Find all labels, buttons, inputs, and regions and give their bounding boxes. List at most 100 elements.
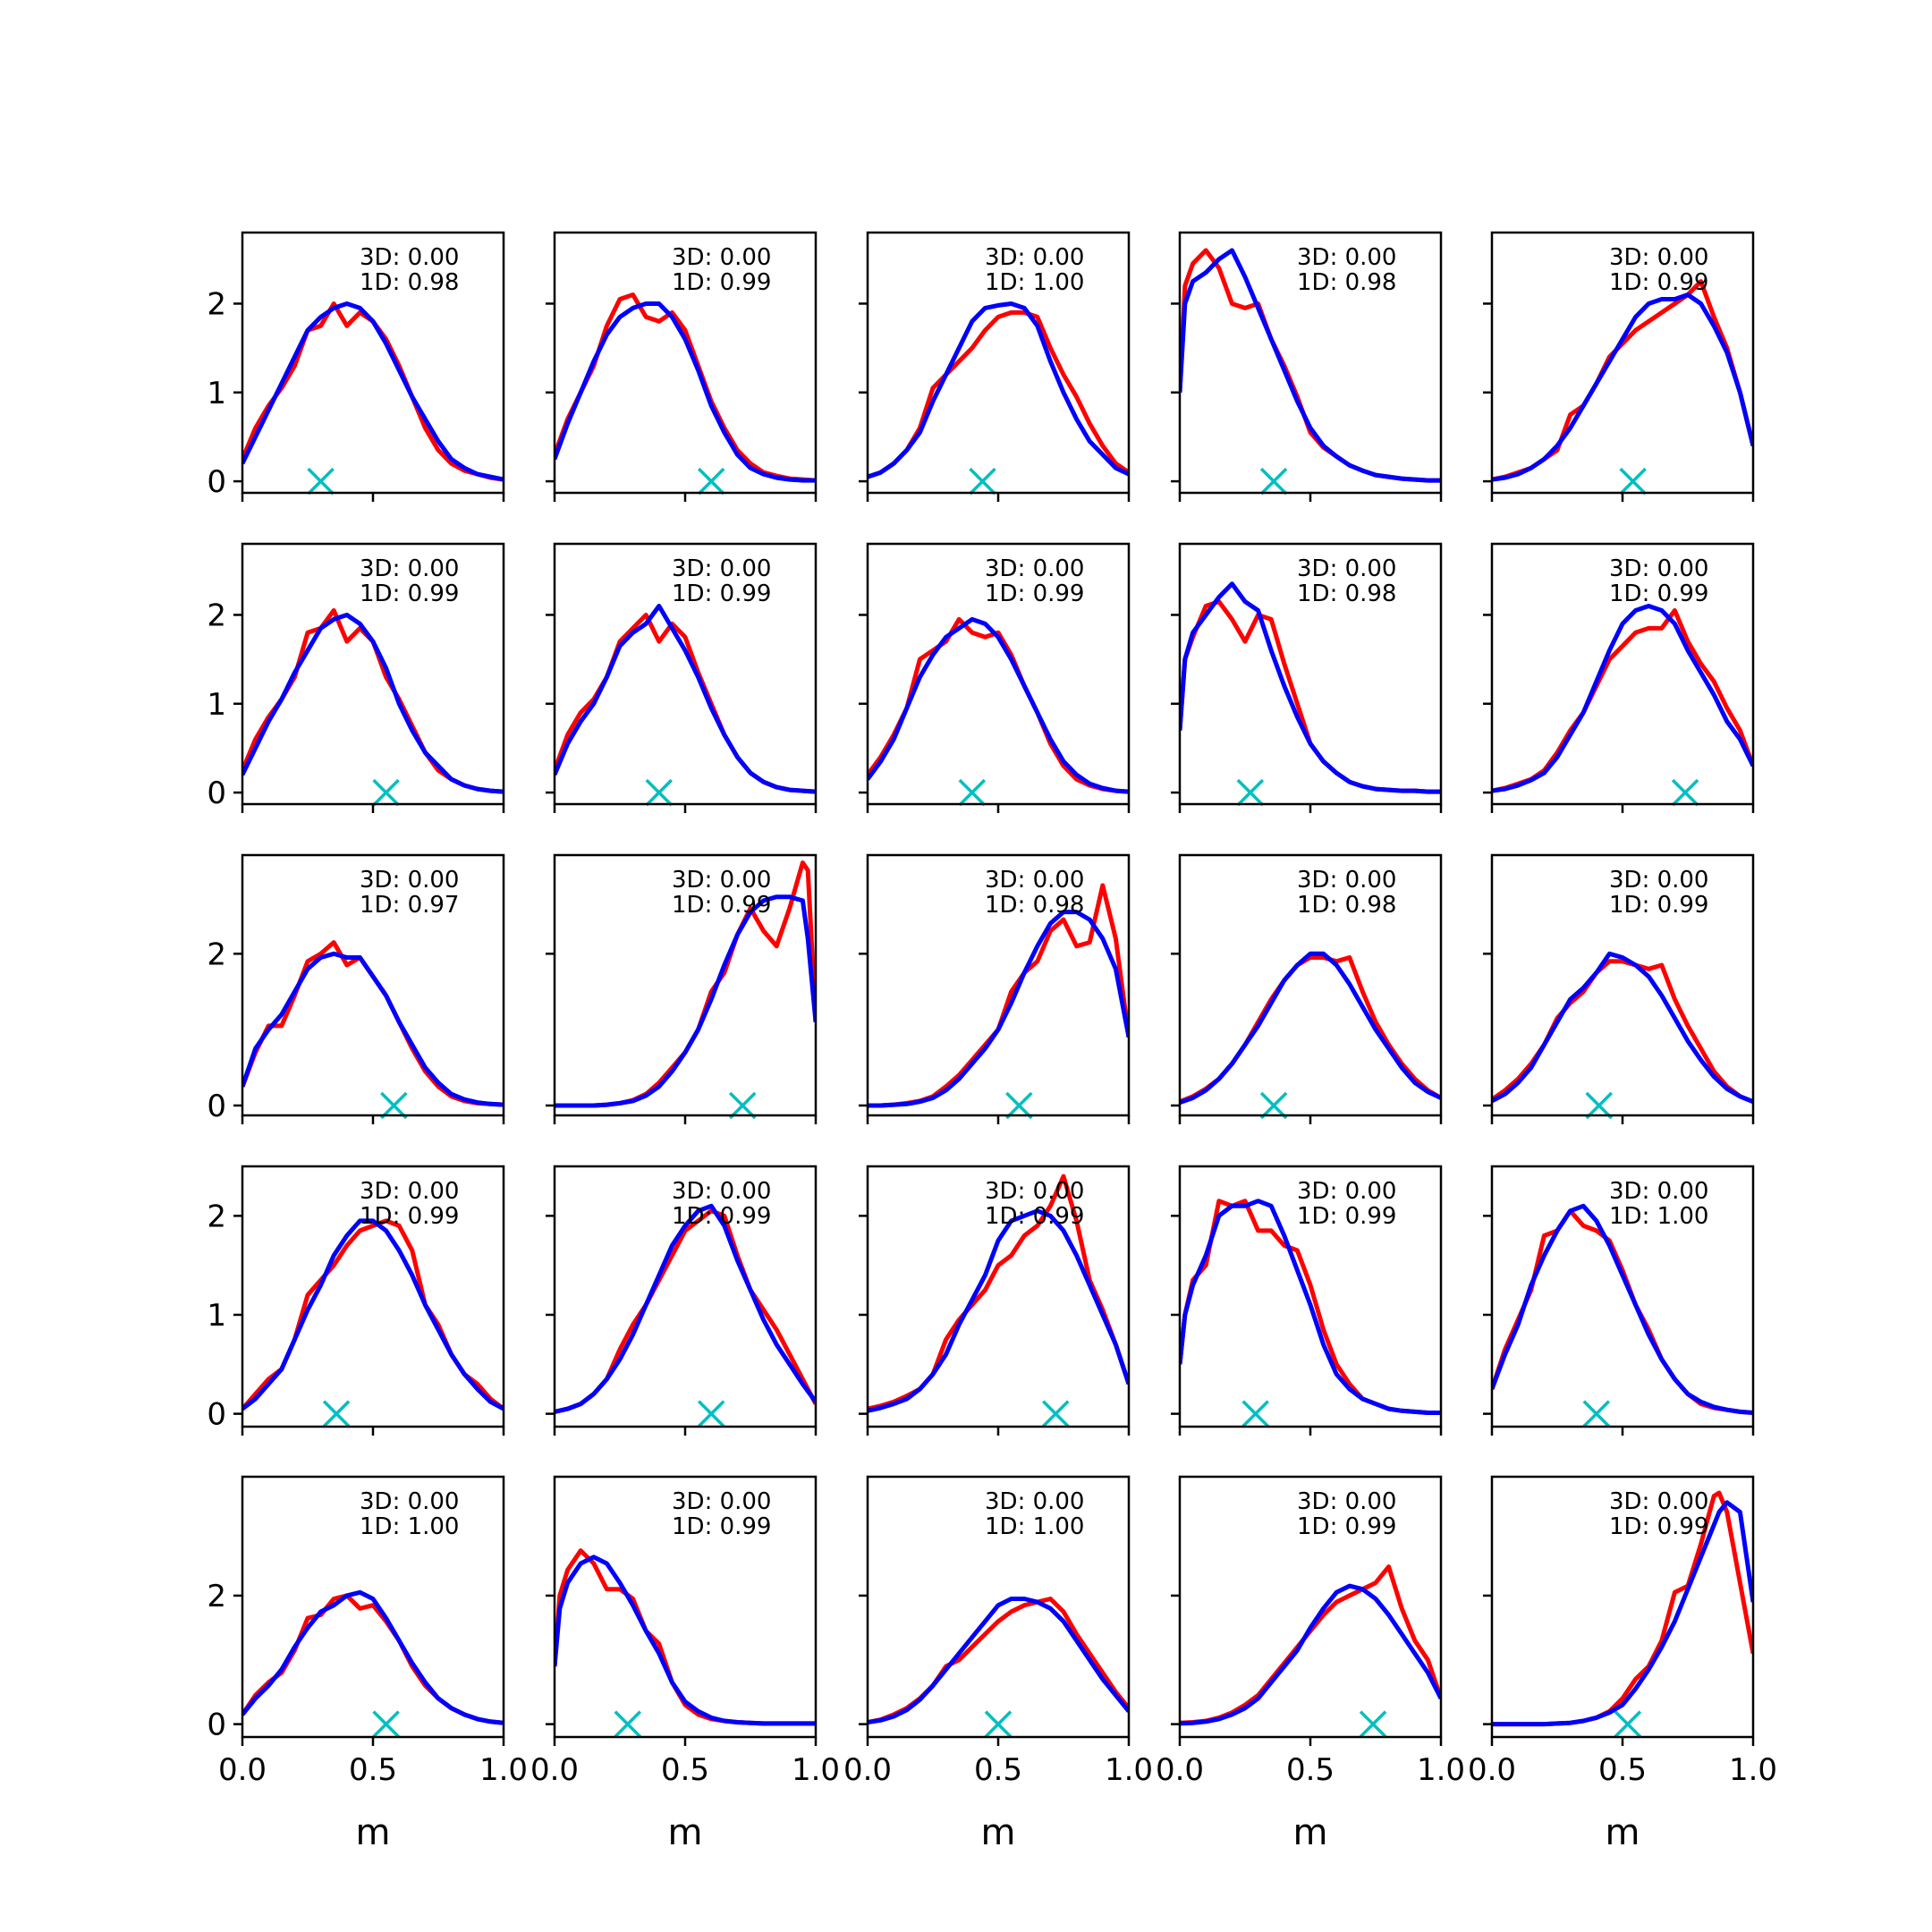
y-tick-label: 0 [207,464,226,500]
blue-series-line [242,613,504,794]
blue-series-line [1180,248,1441,483]
cross-marker-stroke [958,778,987,807]
score-annotation: 3D: 0.00 [360,1488,459,1515]
score-annotation: 3D: 0.00 [360,555,459,582]
x-axis-label: m [1606,1812,1640,1853]
score-annotation: 3D: 0.00 [1297,244,1396,271]
cross-marker-stroke [1042,1400,1070,1428]
cross-marker-stroke [322,1400,351,1428]
score-annotation: 1D: 0.99 [1609,580,1708,607]
x-tick-label: 1.0 [1417,1752,1465,1788]
score-annotation: 3D: 0.00 [1609,1488,1708,1515]
score-annotation: 3D: 0.00 [672,867,771,894]
x-tick-label: 0.5 [1598,1752,1647,1788]
cross-marker [1614,1710,1642,1738]
y-tick-label: 0 [207,1707,226,1743]
score-annotation: 3D: 0.00 [360,867,459,894]
cross-marker [1359,1710,1387,1738]
score-annotation: 1D: 0.99 [985,1203,1084,1230]
cross-marker [697,1400,725,1428]
cross-marker-stroke [984,1710,1013,1738]
score-annotation: 1D: 0.98 [1297,269,1396,296]
y-tick-label: 0 [207,775,226,811]
x-tick-label: 0.0 [1468,1752,1516,1788]
y-tick-label: 2 [207,597,226,633]
score-annotation: 3D: 0.00 [985,1488,1084,1515]
score-annotation: 3D: 0.00 [985,867,1084,894]
x-tick-label: 0.5 [349,1752,397,1788]
score-annotation: 1D: 0.98 [360,269,459,296]
score-annotation: 3D: 0.00 [360,244,459,271]
x-tick-label: 0.0 [218,1752,267,1788]
cross-marker-stroke [372,778,400,807]
cross-marker-stroke [372,1710,400,1738]
cross-marker [645,778,674,807]
score-annotation: 3D: 0.00 [1297,1488,1396,1515]
blue-series-line [1492,951,1753,1105]
y-tick-label: 2 [207,1199,226,1234]
y-tick-label: 1 [207,1298,226,1334]
blue-series-line [1492,604,1753,793]
cross-marker [1259,1091,1288,1120]
cross-marker [372,778,400,807]
score-annotation: 3D: 0.00 [1609,555,1708,582]
cross-marker-stroke [1582,1400,1611,1428]
cross-marker-stroke [1236,778,1265,807]
cross-marker-stroke [697,1400,725,1428]
cross-marker-stroke [697,467,725,496]
x-axis-label: m [1293,1812,1328,1853]
score-annotation: 3D: 0.00 [672,244,771,271]
cross-marker [380,1091,408,1120]
blue-series-line [242,1218,504,1411]
cross-marker [984,1710,1013,1738]
blue-series-line [555,604,816,794]
score-annotation: 1D: 0.99 [672,892,771,919]
score-annotation: 3D: 0.00 [360,1178,459,1205]
cross-marker [322,1400,351,1428]
x-tick-label: 1.0 [1729,1752,1777,1788]
cross-marker-stroke [1671,778,1699,807]
cross-marker-stroke [1259,467,1288,496]
x-tick-label: 1.0 [1105,1752,1153,1788]
cross-marker [307,467,335,496]
score-annotation: 1D: 0.99 [672,580,771,607]
score-annotation: 1D: 0.99 [1297,1513,1396,1540]
blue-series-line [868,910,1129,1108]
cross-marker-stroke [307,467,335,496]
x-tick-label: 0.0 [1156,1752,1204,1788]
cross-marker [697,467,725,496]
score-annotation: 3D: 0.00 [1609,1178,1708,1205]
blue-series-line [1180,1583,1441,1726]
cross-marker-stroke [1619,467,1647,496]
blue-series-line [555,301,816,483]
blue-series-line [1492,1203,1753,1415]
blue-series-line [242,951,504,1107]
score-annotation: 1D: 0.99 [672,269,771,296]
blue-series-line [555,1203,816,1414]
blue-series-line [242,301,504,482]
blue-series-line [868,1208,1129,1413]
score-annotation: 1D: 0.99 [360,1203,459,1230]
score-annotation: 1D: 0.99 [985,580,1084,607]
cross-marker [1585,1091,1613,1120]
x-tick-label: 0.0 [843,1752,892,1788]
cross-marker [1259,467,1288,496]
x-tick-label: 1.0 [792,1752,840,1788]
score-annotation: 3D: 0.00 [985,555,1084,582]
cross-marker [1236,778,1265,807]
